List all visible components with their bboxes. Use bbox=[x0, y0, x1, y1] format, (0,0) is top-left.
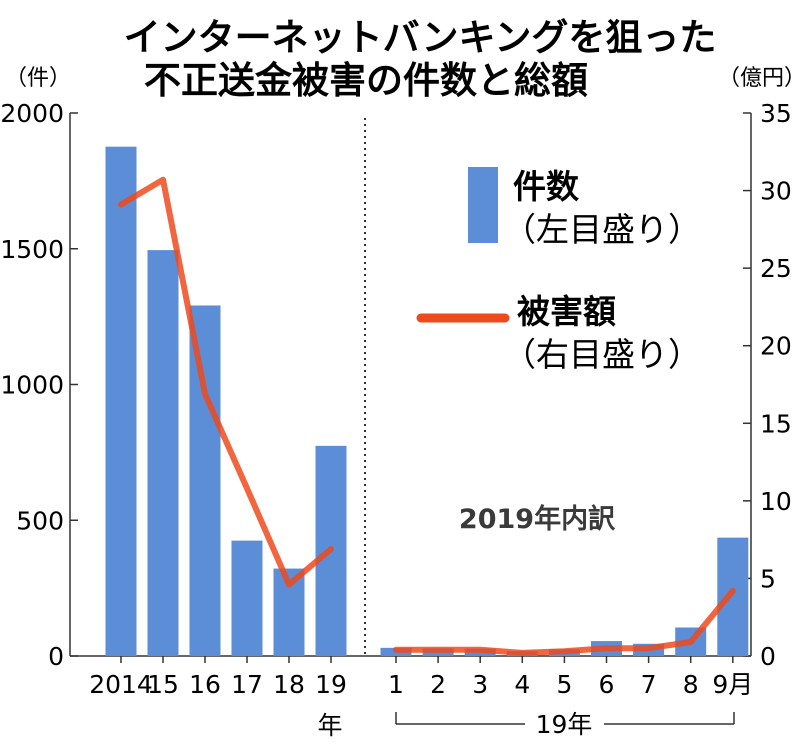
x-tick-label-year: 19 bbox=[315, 670, 347, 699]
left-y-tick-label: 1000 bbox=[0, 371, 64, 400]
x-tick-label-month: 8 bbox=[683, 670, 699, 699]
legend-line-note: （右目盛り） bbox=[503, 335, 701, 374]
right-y-tick-label: 0 bbox=[760, 642, 776, 671]
left-y-tick-label: 1500 bbox=[0, 235, 64, 264]
legend-line-label: 被害額 bbox=[517, 292, 616, 331]
breakdown-subtitle: 2019年内訳 bbox=[459, 503, 616, 535]
right-y-tick-label: 35 bbox=[760, 99, 792, 128]
count-bar-annual bbox=[189, 305, 221, 656]
left-axis-unit: （件） bbox=[5, 66, 71, 91]
loss-line-monthly bbox=[393, 587, 736, 656]
period-label: 19年 bbox=[536, 710, 593, 739]
x-tick-label-year: 17 bbox=[231, 670, 263, 699]
x-tick-label-month: 1 bbox=[388, 670, 404, 699]
x-tick-label-year: 15 bbox=[147, 670, 179, 699]
left-y-tick-label: 0 bbox=[48, 642, 64, 671]
left-y-tick-label: 2000 bbox=[0, 99, 64, 128]
right-y-tick-label: 10 bbox=[760, 487, 792, 516]
x-tick-label-month: 5 bbox=[556, 670, 572, 699]
x-tick-label-month: 9月 bbox=[712, 670, 753, 699]
count-bar-annual bbox=[231, 540, 263, 656]
left-y-tick-label: 500 bbox=[16, 506, 64, 535]
x-tick-label-month: 6 bbox=[599, 670, 615, 699]
right-axis-unit: （億円） bbox=[718, 66, 799, 91]
lines-layer bbox=[118, 176, 736, 656]
right-y-tick-label: 20 bbox=[760, 332, 792, 361]
chart-title-line1: インターネットバンキングを狙った bbox=[124, 16, 717, 59]
chart-title-line2: 不正送金被害の件数と総額 bbox=[144, 59, 588, 102]
x-tick-label-month: 7 bbox=[641, 670, 657, 699]
right-y-tick-label: 30 bbox=[760, 177, 792, 206]
x-tick-label-month: 2 bbox=[430, 670, 446, 699]
count-bar-annual bbox=[147, 250, 179, 657]
legend-bar-note: （左目盛り） bbox=[503, 210, 701, 249]
legend-bar-swatch bbox=[468, 167, 498, 243]
year-suffix-label: 年 bbox=[317, 711, 342, 740]
x-tick-label-month: 3 bbox=[472, 670, 488, 699]
right-y-tick-label: 15 bbox=[760, 409, 792, 438]
right-y-tick-label: 5 bbox=[760, 564, 776, 593]
legend-bar-label: 件数 bbox=[513, 167, 580, 206]
count-bar-annual bbox=[105, 146, 137, 656]
loss-line-annual bbox=[118, 176, 334, 588]
x-tick-label-year: 18 bbox=[273, 670, 305, 699]
x-tick-label-year: 16 bbox=[189, 670, 221, 699]
x-tick-label-year: 2014 bbox=[89, 670, 153, 699]
count-bar-monthly bbox=[717, 537, 749, 656]
x-tick-label-month: 4 bbox=[514, 670, 530, 699]
right-y-tick-label: 25 bbox=[760, 254, 792, 283]
